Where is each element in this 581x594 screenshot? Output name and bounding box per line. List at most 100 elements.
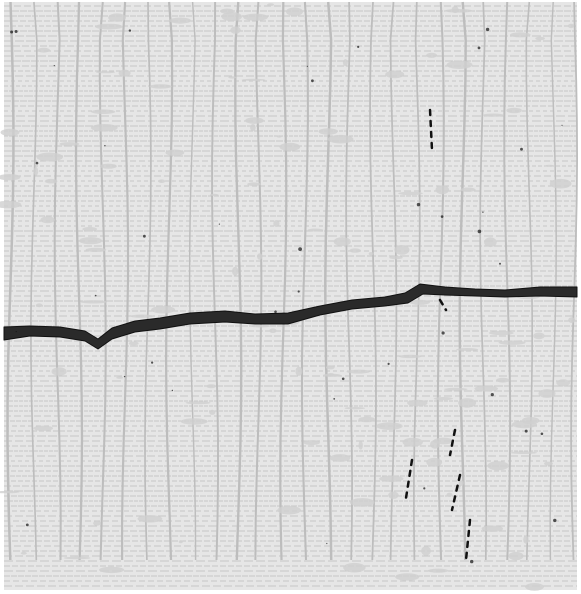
- speckle: [385, 70, 405, 79]
- speckle: [206, 384, 217, 389]
- stain-streak: [450, 473, 462, 512]
- speckle: [456, 348, 479, 351]
- grid-line-vertical: [234, 1, 243, 561]
- speckle: [484, 237, 497, 248]
- speckle: [567, 23, 575, 29]
- grid-line-vertical: [144, 1, 152, 561]
- stain-dot: [470, 559, 474, 564]
- stain-dot: [35, 161, 39, 165]
- grid-line-vertical: [98, 1, 107, 561]
- speckle: [0, 200, 22, 209]
- speckle: [344, 407, 365, 410]
- speckle: [421, 546, 431, 556]
- speckle: [510, 32, 531, 38]
- speckle: [342, 59, 348, 67]
- speckle: [37, 47, 50, 53]
- stain-dot: [482, 211, 484, 213]
- stain-dot: [297, 290, 300, 293]
- speckle: [379, 475, 404, 482]
- stain-dot: [441, 331, 445, 335]
- stain-dot: [387, 362, 390, 365]
- stain-dot: [561, 124, 563, 126]
- speckle: [99, 566, 125, 574]
- speckle: [487, 461, 509, 471]
- speckle: [95, 23, 123, 30]
- stain-streak: [448, 428, 457, 457]
- speckle: [96, 71, 115, 74]
- stain-dot: [520, 147, 523, 151]
- stain-dot: [553, 518, 557, 523]
- speckle: [116, 376, 124, 379]
- speckle: [446, 60, 473, 69]
- grid-line-vertical: [549, 1, 557, 561]
- grid-line-vertical: [389, 1, 398, 561]
- speckle: [20, 551, 27, 555]
- speckle: [250, 124, 256, 131]
- stain-dot: [490, 393, 494, 397]
- grid-line-vertical: [503, 1, 512, 561]
- speckle: [33, 166, 39, 176]
- speckle: [481, 525, 503, 532]
- stain-dot: [94, 294, 97, 297]
- speckle: [525, 583, 544, 591]
- speckle: [474, 385, 499, 392]
- speckle: [389, 255, 403, 260]
- stain-dot: [104, 145, 106, 147]
- speckle: [523, 535, 529, 544]
- speckle: [277, 505, 301, 515]
- speckle: [51, 367, 67, 376]
- speckle: [388, 491, 399, 499]
- speckle: [544, 461, 553, 466]
- stain-dot: [171, 389, 174, 392]
- speckle: [0, 174, 21, 181]
- speckle: [398, 354, 422, 359]
- speckle: [149, 84, 172, 89]
- grid-line-vertical: [479, 1, 488, 561]
- stain-dot: [298, 247, 302, 252]
- speckle: [286, 7, 303, 16]
- speckle: [232, 266, 239, 276]
- speckle: [368, 252, 374, 256]
- speckle: [402, 437, 423, 447]
- speckle: [435, 185, 450, 195]
- stain-dot: [306, 65, 308, 67]
- speckle: [267, 3, 275, 6]
- stain-dot: [357, 45, 360, 49]
- speckle: [40, 216, 55, 224]
- speckle: [510, 451, 537, 455]
- speckle: [59, 142, 80, 146]
- grid-line-vertical: [53, 1, 62, 561]
- main-crack: [3, 283, 578, 350]
- stain-dot: [14, 30, 18, 33]
- speckle: [250, 324, 271, 328]
- speckle: [433, 397, 453, 401]
- speckle: [349, 248, 361, 253]
- speckle: [568, 317, 576, 323]
- grid-line-vertical: [211, 1, 219, 561]
- grid-line-vertical: [525, 1, 534, 561]
- speckle: [398, 191, 423, 196]
- grid-line-vertical: [254, 1, 263, 561]
- speckle: [506, 107, 522, 114]
- grid-line-vertical: [6, 1, 15, 561]
- grid-line-vertical: [413, 1, 421, 561]
- speckle: [209, 193, 219, 196]
- speckle: [44, 178, 58, 184]
- speckle: [269, 328, 277, 334]
- stain-dot: [151, 361, 154, 364]
- speckle: [82, 227, 98, 232]
- stain-dot: [123, 375, 126, 378]
- speckle: [333, 237, 351, 247]
- speckle: [426, 457, 443, 467]
- stain-dot: [143, 234, 146, 238]
- stain-dot: [485, 27, 490, 32]
- stain-dot: [423, 487, 426, 490]
- speckle: [426, 52, 438, 58]
- speckle: [433, 437, 454, 445]
- grid-line-vertical: [570, 1, 579, 561]
- stain-streak: [438, 298, 448, 312]
- speckle: [108, 13, 126, 22]
- speckle: [303, 440, 320, 446]
- grid-line-vertical: [436, 1, 445, 561]
- speckle: [165, 149, 185, 156]
